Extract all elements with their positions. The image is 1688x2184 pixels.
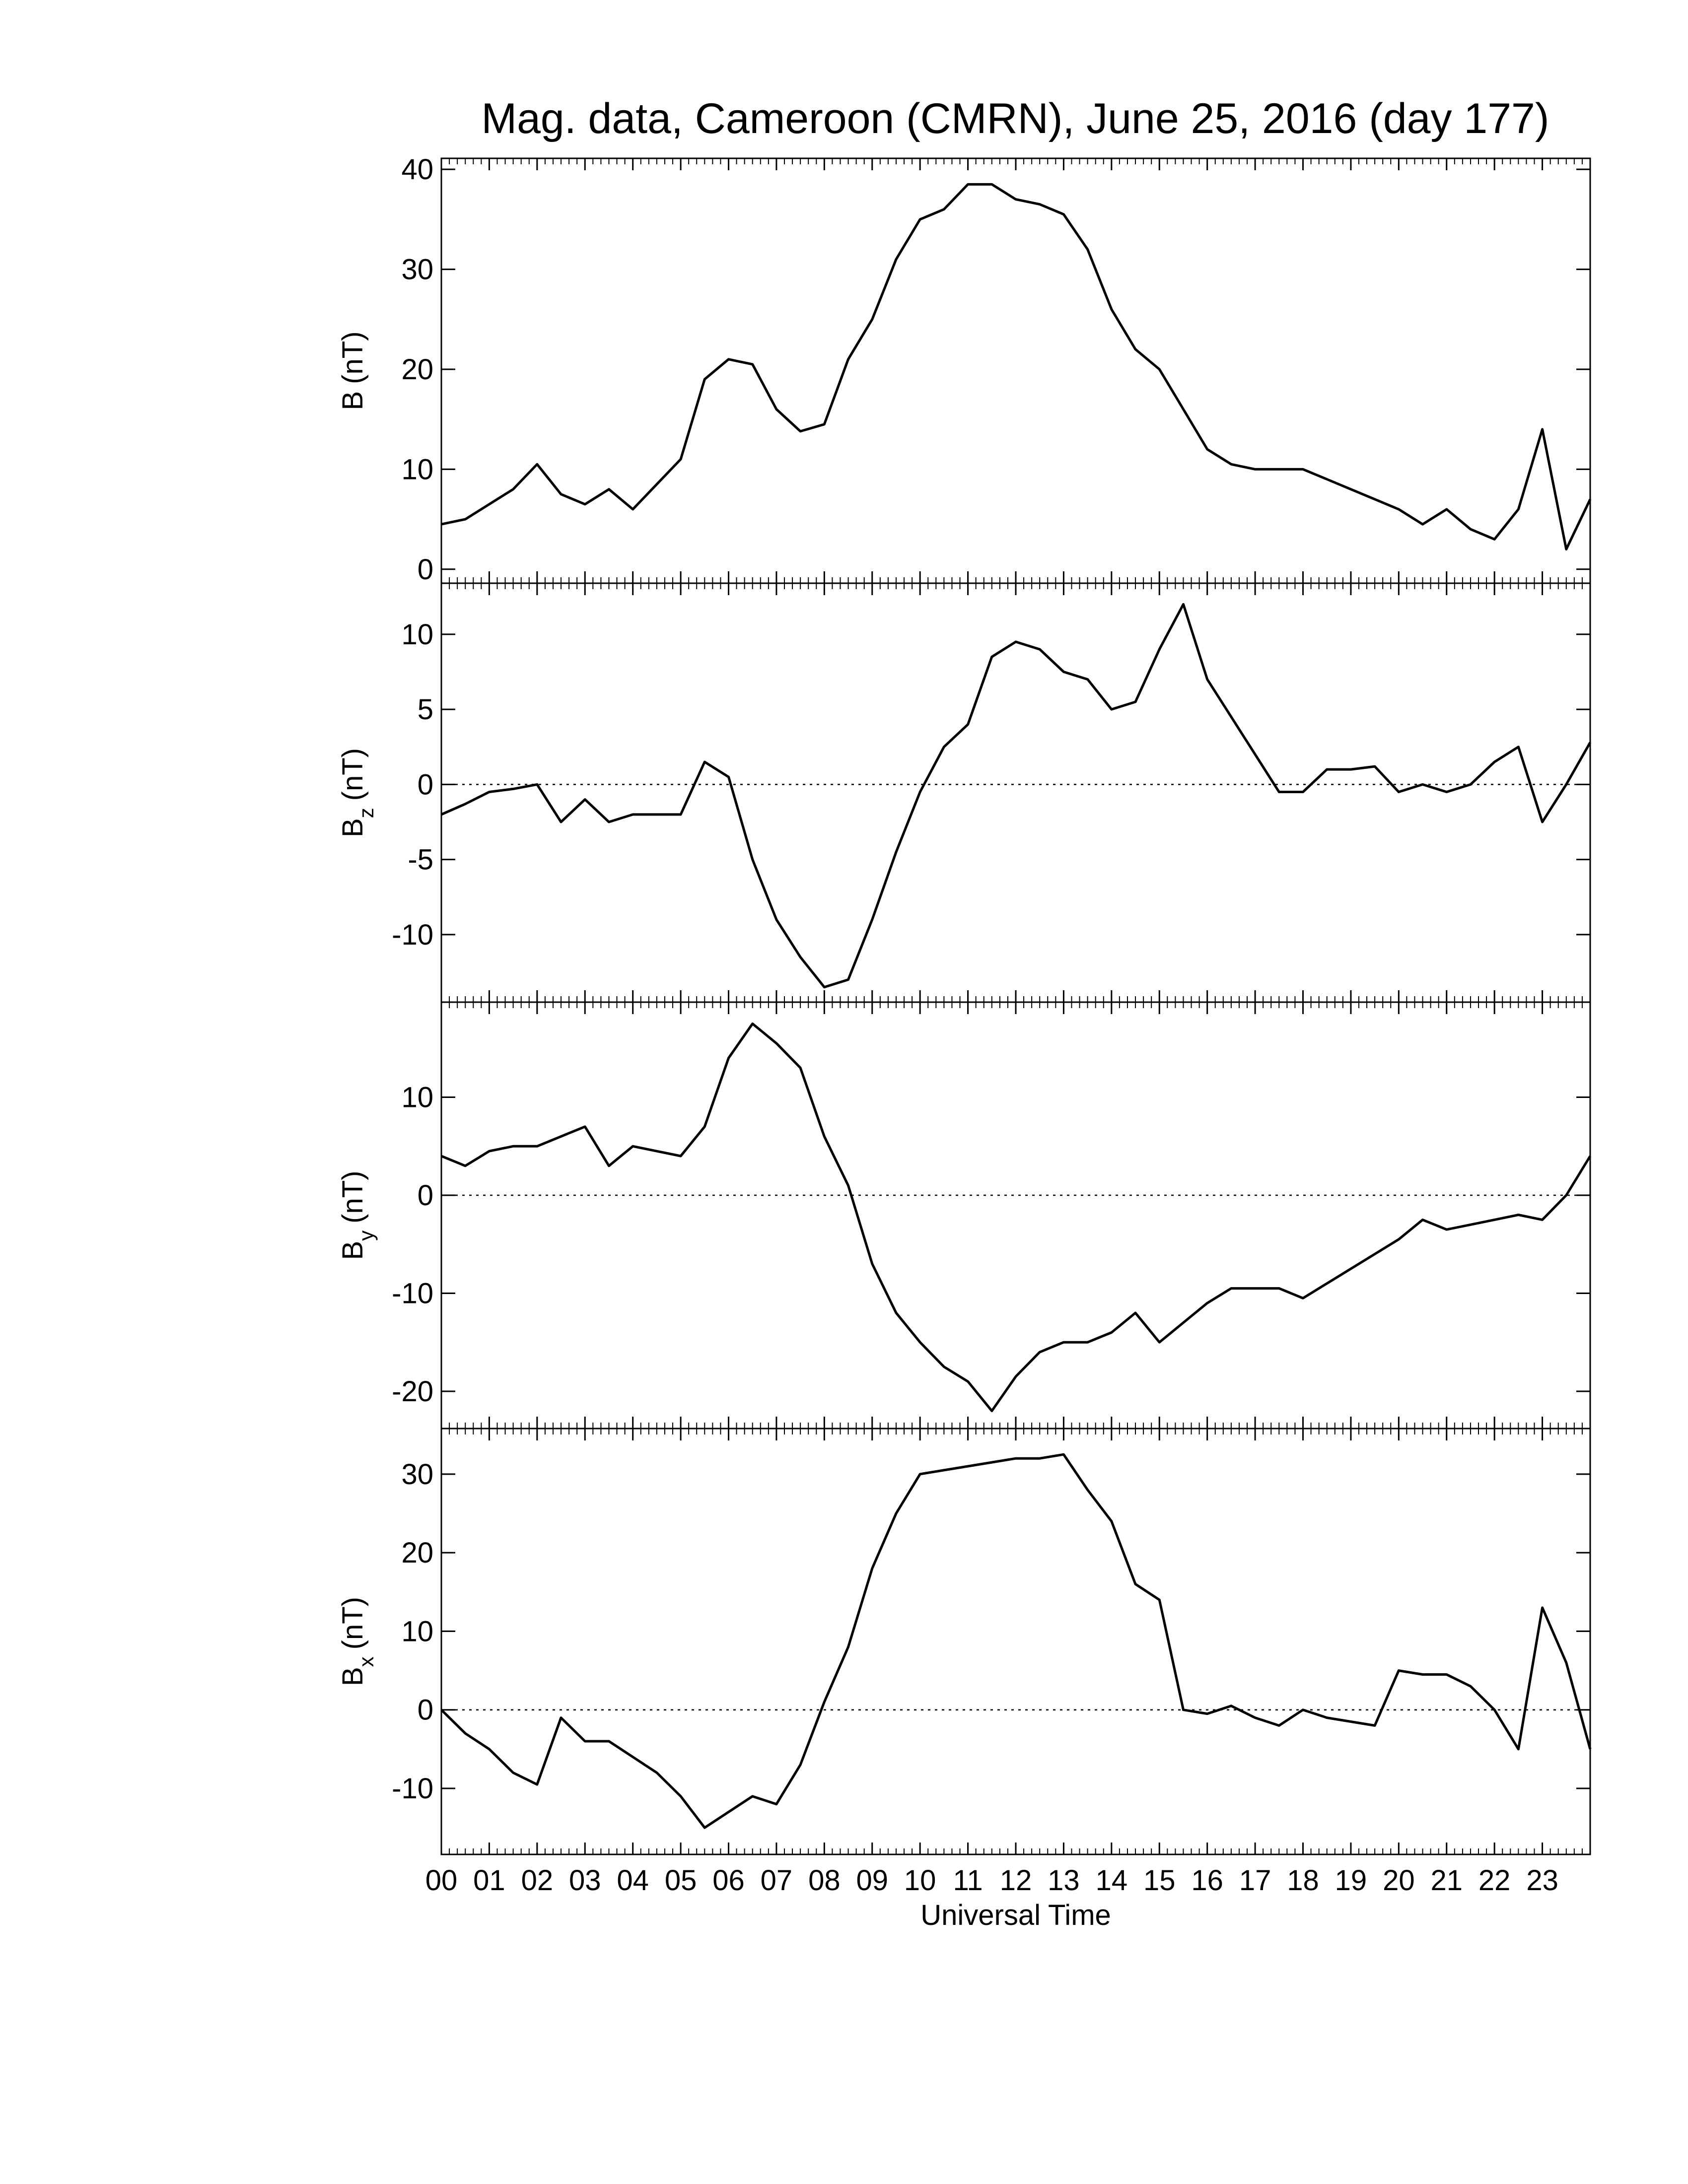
y-axis-label-sub: y xyxy=(354,1230,378,1241)
y-axis-label-base: B xyxy=(337,391,369,410)
x-tick-label: 04 xyxy=(617,1864,649,1897)
y-tick-label: 0 xyxy=(418,553,433,586)
x-tick-label: 14 xyxy=(1096,1864,1128,1897)
x-tick-label: 16 xyxy=(1191,1864,1223,1897)
y-tick-label: 0 xyxy=(418,1694,433,1726)
x-tick-label: 13 xyxy=(1048,1864,1080,1897)
y-axis-label: Bx (nT) xyxy=(337,1597,378,1686)
y-tick-label: 20 xyxy=(401,353,433,386)
y-axis-label-unit: (nT) xyxy=(337,1597,369,1649)
y-tick-label: 5 xyxy=(418,693,433,726)
data-line xyxy=(441,183,1592,550)
y-tick-label: -10 xyxy=(392,1773,433,1805)
x-axis-label: Universal Time xyxy=(920,1899,1111,1931)
y-axis-label-unit: (nT) xyxy=(337,331,369,384)
x-tick-label: 17 xyxy=(1239,1864,1271,1897)
y-tick-label: -5 xyxy=(408,844,433,876)
x-tick-label: 01 xyxy=(473,1864,505,1897)
y-axis-label: B (nT) xyxy=(337,331,369,410)
y-axis-label-base: B xyxy=(337,1667,369,1686)
x-tick-label: 11 xyxy=(953,1864,983,1897)
y-tick-label: 0 xyxy=(418,768,433,801)
y-tick-label: 10 xyxy=(401,618,433,651)
x-tick-label: 05 xyxy=(665,1864,697,1897)
y-axis-label: By (nT) xyxy=(337,1170,378,1260)
y-tick-label: 30 xyxy=(401,254,433,286)
y-tick-label: -10 xyxy=(392,1277,433,1309)
y-axis-label-unit: (nT) xyxy=(337,1170,369,1223)
y-tick-label: -10 xyxy=(392,919,433,951)
x-tick-label: 19 xyxy=(1335,1864,1367,1897)
y-tick-label: 40 xyxy=(401,153,433,186)
x-tick-label: 09 xyxy=(856,1864,888,1897)
y-tick-label: -20 xyxy=(392,1375,433,1408)
x-tick-label: 10 xyxy=(904,1864,936,1897)
y-axis-label-sub: x xyxy=(354,1656,378,1667)
x-tick-label: 02 xyxy=(521,1864,554,1897)
y-axis-label-sub: z xyxy=(354,808,378,818)
y-axis-label-unit: (nT) xyxy=(337,748,369,801)
x-tick-label: 22 xyxy=(1478,1864,1511,1897)
data-line xyxy=(440,1453,1592,1829)
x-tick-label: 03 xyxy=(569,1864,601,1897)
y-axis-label-base: B xyxy=(337,1241,369,1260)
x-tick-label: 21 xyxy=(1430,1864,1463,1897)
y-tick-label: 10 xyxy=(401,1082,433,1114)
x-tick-label: 00 xyxy=(425,1864,458,1897)
x-tick-label: 07 xyxy=(761,1864,793,1897)
y-tick-label: 20 xyxy=(401,1537,433,1569)
x-tick-label: 06 xyxy=(712,1864,745,1897)
x-tick-label: 23 xyxy=(1526,1864,1558,1897)
x-tick-label: 08 xyxy=(808,1864,841,1897)
x-tick-label: 20 xyxy=(1383,1864,1415,1897)
x-tick-label: 15 xyxy=(1143,1864,1176,1897)
data-line xyxy=(441,1022,1592,1412)
x-tick-label: 12 xyxy=(1000,1864,1032,1897)
y-tick-label: 10 xyxy=(401,1615,433,1647)
chart-title: Mag. data, Cameroon (CMRN), June 25, 201… xyxy=(481,95,1549,142)
y-axis-label-base: B xyxy=(337,818,369,837)
data-line xyxy=(440,603,1592,989)
x-tick-label: 18 xyxy=(1287,1864,1319,1897)
y-tick-label: 30 xyxy=(401,1458,433,1491)
y-axis-label: Bz (nT) xyxy=(337,748,378,837)
y-tick-label: 10 xyxy=(401,453,433,485)
y-tick-label: 0 xyxy=(418,1179,433,1212)
